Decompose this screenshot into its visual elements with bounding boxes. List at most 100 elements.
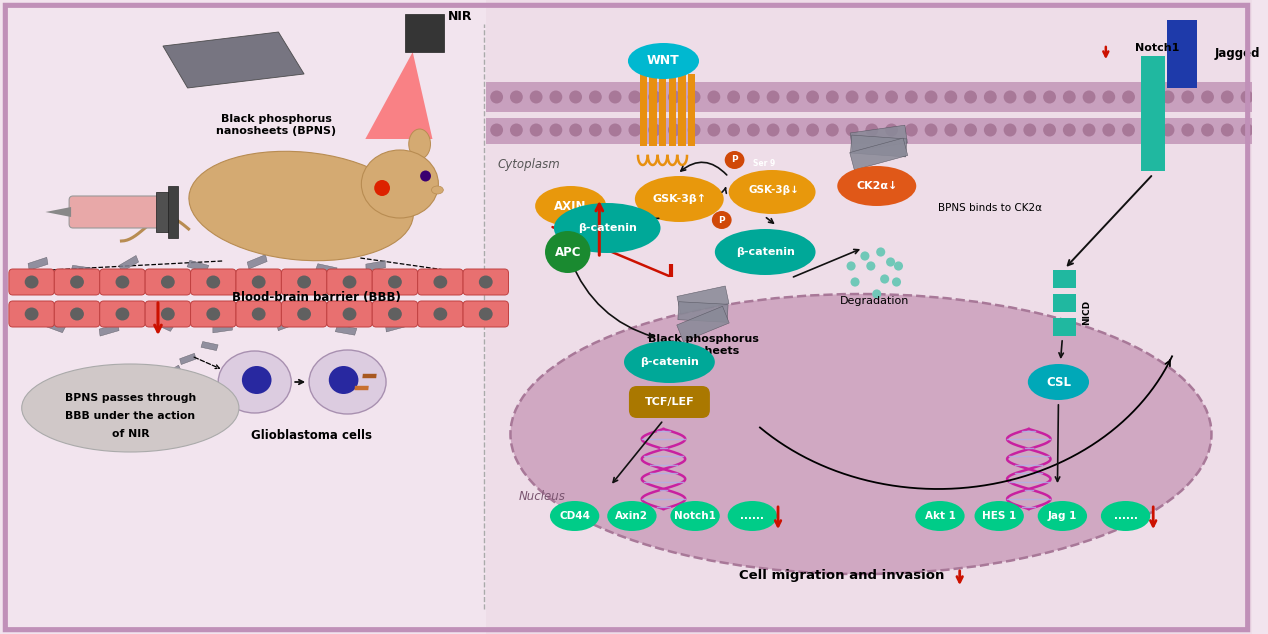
Circle shape [865,91,879,103]
Text: BBB under the action: BBB under the action [65,411,195,421]
Ellipse shape [115,276,129,288]
Text: P: P [732,155,738,164]
Circle shape [1122,124,1135,136]
Ellipse shape [1028,364,1089,400]
Circle shape [569,124,582,136]
Bar [1052,318,1077,336]
Ellipse shape [725,151,744,169]
FancyBboxPatch shape [417,269,463,295]
FancyBboxPatch shape [629,386,710,418]
FancyBboxPatch shape [373,269,417,295]
Ellipse shape [837,166,917,206]
Bar [678,74,686,146]
Ellipse shape [671,501,720,531]
FancyBboxPatch shape [327,269,373,295]
Bar [1167,20,1197,88]
Bar [1052,294,1077,312]
Bar [1052,270,1077,288]
Circle shape [1122,91,1135,103]
FancyBboxPatch shape [9,301,55,327]
Ellipse shape [388,276,402,288]
FancyBboxPatch shape [100,301,145,327]
Text: CK2α↓: CK2α↓ [856,181,898,191]
FancyBboxPatch shape [281,301,327,327]
Text: BPNS passes through: BPNS passes through [65,393,197,403]
Circle shape [786,124,799,136]
Polygon shape [851,135,907,157]
Circle shape [491,124,503,136]
Circle shape [687,91,700,103]
Circle shape [1044,124,1056,136]
Bar [486,118,1252,144]
Circle shape [964,124,976,136]
Circle shape [1004,124,1017,136]
Circle shape [1063,91,1075,103]
FancyBboxPatch shape [145,301,190,327]
Circle shape [1142,124,1155,136]
Circle shape [1182,91,1194,103]
Ellipse shape [975,501,1023,531]
Text: Black phosphorus
nanosheets (BPNS): Black phosphorus nanosheets (BPNS) [217,114,336,136]
Circle shape [708,124,720,136]
Ellipse shape [431,186,444,194]
Circle shape [846,124,858,136]
Circle shape [984,124,997,136]
Circle shape [510,124,522,136]
FancyBboxPatch shape [190,301,236,327]
Polygon shape [71,265,93,275]
Text: β-catenin: β-catenin [578,223,637,233]
Polygon shape [213,323,232,333]
Ellipse shape [328,366,359,394]
Circle shape [806,91,819,103]
Ellipse shape [628,43,699,79]
Ellipse shape [550,501,600,531]
Circle shape [549,91,562,103]
Polygon shape [385,320,406,332]
Polygon shape [850,125,908,151]
Text: Axin2: Axin2 [615,511,648,521]
Polygon shape [677,306,729,342]
Circle shape [530,91,543,103]
Text: Ser 9: Ser 9 [753,159,775,168]
Polygon shape [677,286,729,314]
Ellipse shape [297,276,311,288]
Text: GSK-3β↓: GSK-3β↓ [748,185,800,195]
Circle shape [1102,91,1115,103]
Circle shape [629,124,642,136]
Circle shape [880,275,889,283]
Text: NICD: NICD [1082,299,1092,325]
Ellipse shape [161,307,175,321]
Text: APC: APC [554,245,581,259]
Circle shape [1201,91,1213,103]
Ellipse shape [252,307,265,321]
Circle shape [786,91,799,103]
Circle shape [1023,91,1036,103]
Ellipse shape [297,307,311,321]
Bar [649,74,657,146]
FancyBboxPatch shape [55,301,100,327]
Ellipse shape [434,276,448,288]
Circle shape [648,124,661,136]
Ellipse shape [252,276,265,288]
Text: Jagged: Jagged [1215,48,1260,60]
Polygon shape [99,323,119,336]
Text: AXIN: AXIN [554,200,587,212]
Circle shape [1083,91,1096,103]
Polygon shape [28,257,48,271]
Text: ......: ...... [741,511,765,521]
Text: Notch1: Notch1 [1135,43,1179,53]
Text: Cytoplasm: Cytoplasm [497,158,560,171]
Polygon shape [188,261,209,272]
Circle shape [1063,124,1075,136]
FancyBboxPatch shape [145,269,190,295]
Ellipse shape [1101,501,1150,531]
FancyBboxPatch shape [417,301,463,327]
Circle shape [825,124,838,136]
Circle shape [964,91,976,103]
Circle shape [1142,91,1155,103]
Ellipse shape [207,276,221,288]
Ellipse shape [24,276,38,288]
Circle shape [747,91,760,103]
FancyBboxPatch shape [236,269,281,295]
Ellipse shape [715,229,815,275]
